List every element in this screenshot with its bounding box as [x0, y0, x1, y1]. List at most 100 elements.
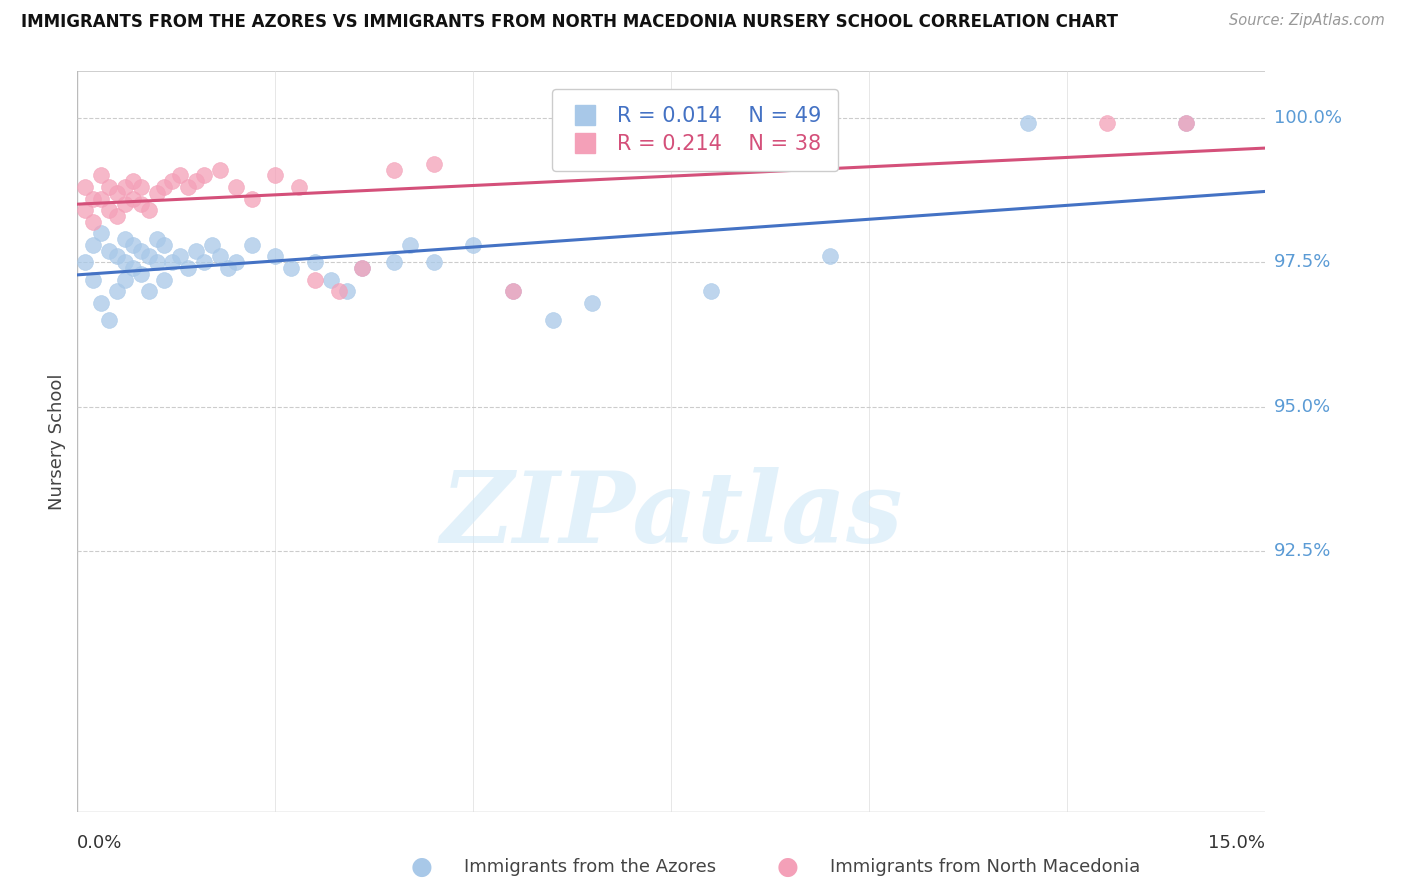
- Text: 100.0%: 100.0%: [1274, 109, 1341, 127]
- Point: [423, 255, 446, 269]
- Point: [319, 272, 342, 286]
- Point: [162, 174, 184, 188]
- Point: [264, 169, 287, 183]
- Point: [98, 203, 121, 218]
- Point: [280, 260, 302, 275]
- Point: [90, 295, 112, 310]
- Point: [208, 250, 231, 264]
- Point: [162, 255, 184, 269]
- Text: ●: ●: [776, 855, 799, 879]
- Point: [382, 255, 405, 269]
- Point: [114, 197, 136, 211]
- Point: [217, 260, 239, 275]
- Point: [105, 209, 128, 223]
- Point: [581, 295, 603, 310]
- Point: [82, 192, 104, 206]
- Point: [114, 180, 136, 194]
- Point: [1175, 116, 1198, 130]
- Point: [114, 255, 136, 269]
- Text: Source: ZipAtlas.com: Source: ZipAtlas.com: [1229, 13, 1385, 29]
- Point: [121, 238, 143, 252]
- Point: [399, 238, 422, 252]
- Point: [225, 180, 247, 194]
- Text: ZIPatlas: ZIPatlas: [440, 467, 903, 564]
- Point: [169, 169, 191, 183]
- Point: [502, 284, 524, 298]
- Point: [138, 203, 160, 218]
- Point: [177, 180, 200, 194]
- Point: [382, 162, 405, 177]
- Point: [114, 272, 136, 286]
- Y-axis label: Nursery School: Nursery School: [48, 373, 66, 510]
- Point: [288, 180, 311, 194]
- Point: [193, 169, 215, 183]
- Text: IMMIGRANTS FROM THE AZORES VS IMMIGRANTS FROM NORTH MACEDONIA NURSERY SCHOOL COR: IMMIGRANTS FROM THE AZORES VS IMMIGRANTS…: [21, 13, 1118, 31]
- Point: [700, 284, 723, 298]
- Point: [201, 238, 224, 252]
- Point: [129, 244, 152, 258]
- Point: [98, 244, 121, 258]
- Point: [75, 180, 97, 194]
- Point: [138, 284, 160, 298]
- Text: 92.5%: 92.5%: [1274, 542, 1331, 560]
- Point: [153, 238, 176, 252]
- Point: [208, 162, 231, 177]
- Point: [145, 186, 167, 200]
- Point: [1175, 116, 1198, 130]
- Point: [352, 260, 374, 275]
- Point: [105, 284, 128, 298]
- Point: [114, 232, 136, 246]
- Point: [304, 255, 326, 269]
- Point: [186, 174, 208, 188]
- Point: [304, 272, 326, 286]
- Point: [138, 250, 160, 264]
- Point: [145, 255, 167, 269]
- Point: [90, 227, 112, 241]
- Text: Immigrants from the Azores: Immigrants from the Azores: [464, 858, 716, 876]
- Point: [1017, 116, 1039, 130]
- Text: ●: ●: [411, 855, 433, 879]
- Point: [121, 174, 143, 188]
- Point: [129, 197, 152, 211]
- Text: 95.0%: 95.0%: [1274, 398, 1331, 416]
- Point: [186, 244, 208, 258]
- Point: [75, 255, 97, 269]
- Text: Immigrants from North Macedonia: Immigrants from North Macedonia: [830, 858, 1140, 876]
- Text: 15.0%: 15.0%: [1208, 834, 1265, 852]
- Point: [82, 215, 104, 229]
- Point: [153, 180, 176, 194]
- Point: [121, 192, 143, 206]
- Point: [336, 284, 359, 298]
- Point: [423, 157, 446, 171]
- Point: [105, 186, 128, 200]
- Point: [541, 313, 564, 327]
- Point: [240, 192, 263, 206]
- Point: [328, 284, 350, 298]
- Point: [90, 169, 112, 183]
- Point: [129, 267, 152, 281]
- Point: [581, 151, 603, 165]
- Point: [352, 260, 374, 275]
- Point: [502, 284, 524, 298]
- Text: 97.5%: 97.5%: [1274, 253, 1331, 271]
- Point: [98, 180, 121, 194]
- Point: [264, 250, 287, 264]
- Point: [463, 238, 485, 252]
- Point: [145, 232, 167, 246]
- Point: [82, 238, 104, 252]
- Point: [98, 313, 121, 327]
- Point: [1095, 116, 1118, 130]
- Point: [177, 260, 200, 275]
- Point: [82, 272, 104, 286]
- Point: [193, 255, 215, 269]
- Point: [121, 260, 143, 275]
- Point: [818, 250, 841, 264]
- Point: [75, 203, 97, 218]
- Point: [90, 192, 112, 206]
- Point: [105, 250, 128, 264]
- Point: [169, 250, 191, 264]
- Point: [153, 272, 176, 286]
- Text: 0.0%: 0.0%: [77, 834, 122, 852]
- Point: [225, 255, 247, 269]
- Legend: R = 0.014    N = 49, R = 0.214    N = 38: R = 0.014 N = 49, R = 0.214 N = 38: [553, 89, 838, 171]
